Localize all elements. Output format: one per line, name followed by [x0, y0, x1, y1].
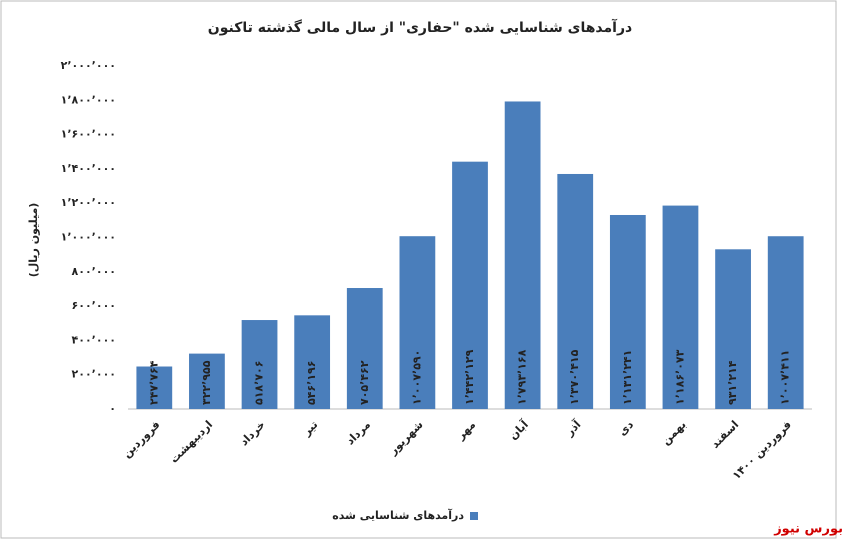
- legend-swatch: [470, 512, 478, 520]
- bar: [136, 366, 173, 409]
- y-tick-label: ۰: [109, 402, 116, 415]
- value-label: ۲۴۷٬۷۶۴: [147, 360, 160, 405]
- y-axis-label: (میلیون ریال): [27, 203, 40, 278]
- value-label: ۱٬۱۸۶٬۰۷۳: [673, 349, 686, 405]
- chart-title: درآمدهای شناسایی شده "حفاری" از سال مالی…: [208, 18, 632, 36]
- value-label: ۱٬۷۹۳٬۱۶۸: [516, 349, 529, 405]
- y-tick-label: ۲۰۰٬۰۰۰: [72, 368, 116, 381]
- bar: [557, 173, 594, 409]
- value-label: ۱٬۳۷۰٬۴۱۵: [568, 349, 581, 405]
- source: بورس نیوز: [773, 522, 843, 537]
- bar: [715, 249, 751, 409]
- value-label: ۵۱۸٬۷۰۶: [253, 361, 266, 405]
- value-label: ۷۰۵٬۴۶۲: [358, 360, 371, 405]
- bar: [241, 320, 278, 409]
- y-tick-label: ۲٬۰۰۰٬۰۰۰: [61, 59, 116, 72]
- value-label: ۱٬۰۰۷٬۵۹۰: [410, 350, 423, 405]
- value-label: ۹۳۱٬۲۱۴: [726, 360, 739, 405]
- bar: [767, 236, 804, 409]
- bar: [189, 353, 225, 409]
- bar: [662, 205, 699, 409]
- value-label: ۱٬۱۳۱٬۲۴۱: [621, 350, 634, 405]
- y-tick-label: ۴۰۰٬۰۰۰: [72, 333, 116, 346]
- value-label: ۱٬۰۰۷٬۴۱۱: [779, 350, 792, 405]
- y-tick-label: ۱٬۸۰۰٬۰۰۰: [61, 93, 116, 106]
- bar: [452, 161, 488, 409]
- value-label: ۱٬۴۴۲٬۱۲۹: [463, 349, 476, 405]
- y-tick-label: ۱٬۶۰۰٬۰۰۰: [61, 128, 116, 141]
- value-label: ۵۴۶٬۱۹۶: [305, 361, 318, 405]
- y-tick-label: ۱٬۲۰۰٬۰۰۰: [61, 196, 116, 209]
- value-label: ۳۲۲٬۹۵۵: [200, 360, 213, 405]
- bar: [346, 288, 383, 409]
- y-tick-label: ۶۰۰٬۰۰۰: [72, 299, 116, 312]
- bar: [504, 101, 541, 410]
- bar: [294, 315, 331, 409]
- y-tick-label: ۸۰۰٬۰۰۰: [72, 265, 116, 278]
- y-tick-label: ۱٬۴۰۰٬۰۰۰: [61, 162, 116, 175]
- legend-label: درآمدهای شناسایی شده: [332, 508, 464, 522]
- y-tick-label: ۱٬۰۰۰٬۰۰۰: [61, 231, 116, 244]
- bar: [399, 236, 436, 409]
- bar: [609, 214, 646, 409]
